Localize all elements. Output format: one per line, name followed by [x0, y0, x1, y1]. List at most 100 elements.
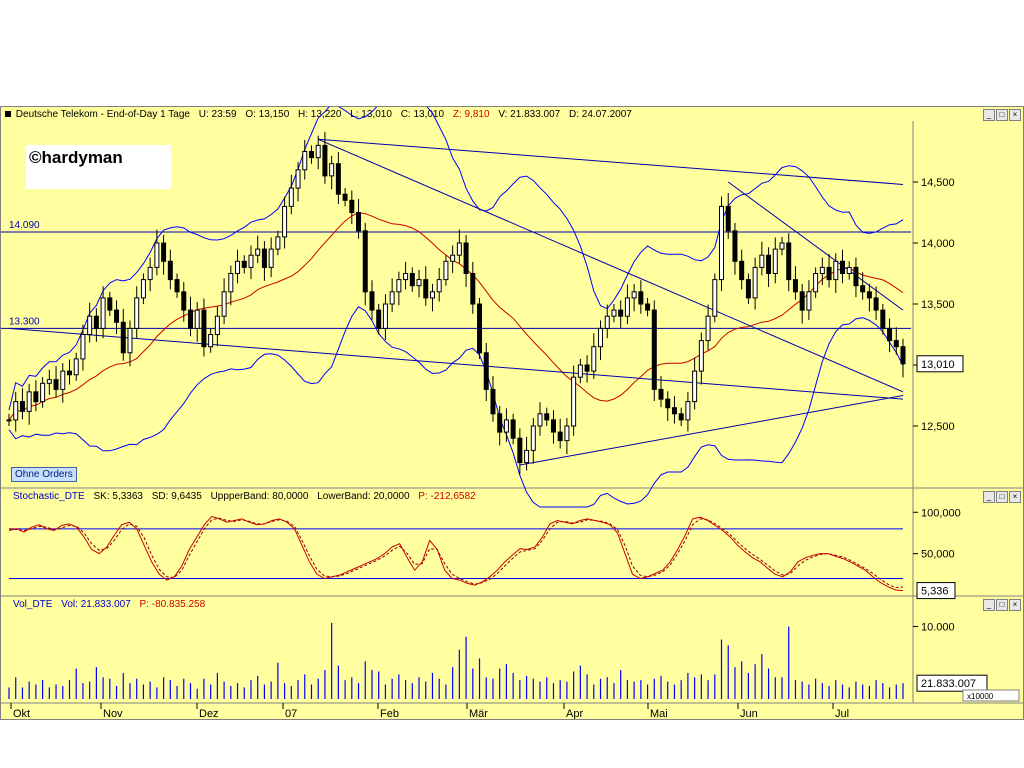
- candle-body: [450, 254, 456, 262]
- ohne-orders-button[interactable]: Ohne Orders: [11, 467, 77, 482]
- candle-body: [665, 398, 671, 409]
- horizontal-line-label: 13.300: [9, 316, 40, 327]
- candle-body: [409, 273, 415, 287]
- candle-body: [799, 291, 805, 311]
- candle-body: [766, 254, 772, 274]
- candle-body: [712, 279, 718, 317]
- candle-body: [154, 242, 160, 268]
- moving-average-line: [8, 212, 904, 421]
- stochastic-last-box: [916, 582, 956, 600]
- candle-body: [537, 413, 543, 427]
- candle-body: [6, 419, 12, 422]
- candle-body: [853, 266, 859, 287]
- x-tick-label: 07: [285, 708, 297, 719]
- stoch-maximize-icon[interactable]: □: [996, 491, 1008, 503]
- candle-body: [208, 334, 214, 348]
- trend-line: [727, 181, 904, 311]
- x-tick-label: Dez: [199, 708, 219, 719]
- candle-body: [167, 260, 173, 281]
- vol-close-icon[interactable]: ×: [1009, 599, 1021, 611]
- candle-body: [860, 285, 866, 293]
- minimize-icon[interactable]: _: [983, 109, 995, 121]
- candle-body: [33, 391, 39, 403]
- candle-body: [436, 279, 442, 293]
- candle-body: [369, 291, 375, 311]
- volume-tick-label: 10.000: [921, 622, 955, 634]
- stochastic-sk: SK: 5,3363: [93, 491, 143, 502]
- x-tick-label: Mär: [469, 708, 488, 719]
- watermark-label: ©hardyman: [26, 145, 171, 189]
- candle-body: [698, 340, 704, 372]
- x-tick-label: Okt: [13, 708, 30, 719]
- candle-body: [645, 303, 651, 311]
- x-tick-label: Mai: [650, 708, 668, 719]
- candle-body: [604, 315, 610, 329]
- candle-body: [866, 291, 872, 299]
- vol-maximize-icon[interactable]: □: [996, 599, 1008, 611]
- candle-body: [739, 260, 745, 281]
- date-label: D: 24.07.2007: [569, 109, 632, 120]
- pane-marker-icon: [5, 111, 11, 117]
- stochastic-sd-line: [8, 517, 904, 589]
- candle-body: [490, 388, 496, 415]
- candle-body: [671, 407, 677, 415]
- candle-body: [423, 279, 429, 299]
- stochastic-pane: 50,000 100,000 5,336: [8, 507, 961, 600]
- candle-body: [73, 358, 79, 376]
- candle-body: [463, 242, 469, 274]
- candle-body: [618, 309, 624, 317]
- candle-body: [624, 297, 630, 317]
- candle-body: [584, 364, 590, 372]
- candle-body: [275, 236, 281, 250]
- candle-body: [752, 266, 758, 299]
- close-icon[interactable]: ×: [1009, 109, 1021, 121]
- candle-body: [127, 327, 133, 354]
- x-tick-label: Apr: [566, 708, 583, 719]
- stoch-close-icon[interactable]: ×: [1009, 491, 1021, 503]
- stoch-minimize-icon[interactable]: _: [983, 491, 995, 503]
- candle-body: [241, 260, 247, 268]
- candle-body: [26, 391, 32, 412]
- candle-body: [819, 266, 825, 274]
- candle-body: [497, 413, 503, 433]
- candle-body: [651, 309, 657, 390]
- stochastic-upper: UppperBand: 80,0000: [210, 491, 309, 502]
- candle-body: [840, 260, 846, 275]
- candle-body: [342, 193, 348, 201]
- candle-body: [40, 382, 46, 403]
- high-label: H: 13,220: [298, 109, 342, 120]
- candle-body: [416, 279, 422, 287]
- candle-body: [201, 309, 207, 348]
- candle-body: [826, 266, 832, 281]
- candle-body: [403, 273, 409, 281]
- candle-body: [678, 413, 684, 421]
- stochastic-p: P: -212,6582: [418, 491, 476, 502]
- stochastic-sd: SD: 9,6435: [151, 491, 202, 502]
- candle-body: [80, 334, 86, 360]
- candle-body: [60, 370, 66, 390]
- instrument-label: Deutsche Telekom - End-of-Day 1 Tage: [15, 109, 190, 120]
- candle-body: [685, 401, 691, 421]
- x-tick-label: Feb: [380, 708, 399, 719]
- vol-minimize-icon[interactable]: _: [983, 599, 995, 611]
- candle-body: [638, 291, 644, 305]
- maximize-icon[interactable]: □: [996, 109, 1008, 121]
- candle-body: [181, 291, 187, 311]
- candle-body: [235, 260, 241, 275]
- low-label: L: 13,010: [350, 109, 392, 120]
- volume-last-label: 21.833.007: [921, 678, 976, 690]
- open-label: O: 13,150: [245, 109, 290, 120]
- candle-body: [19, 401, 25, 412]
- trend-line: [8, 327, 904, 400]
- candle-body: [631, 291, 637, 299]
- candle-body: [161, 242, 167, 262]
- candle-body: [510, 419, 516, 439]
- last-price-label: 13,010: [921, 359, 955, 371]
- trend-line: [519, 395, 904, 466]
- candle-body: [376, 309, 382, 329]
- candle-body: [759, 254, 765, 268]
- candle-body: [429, 291, 435, 299]
- candle-body: [456, 242, 462, 256]
- candle-body: [779, 242, 785, 250]
- candle-body: [887, 327, 893, 342]
